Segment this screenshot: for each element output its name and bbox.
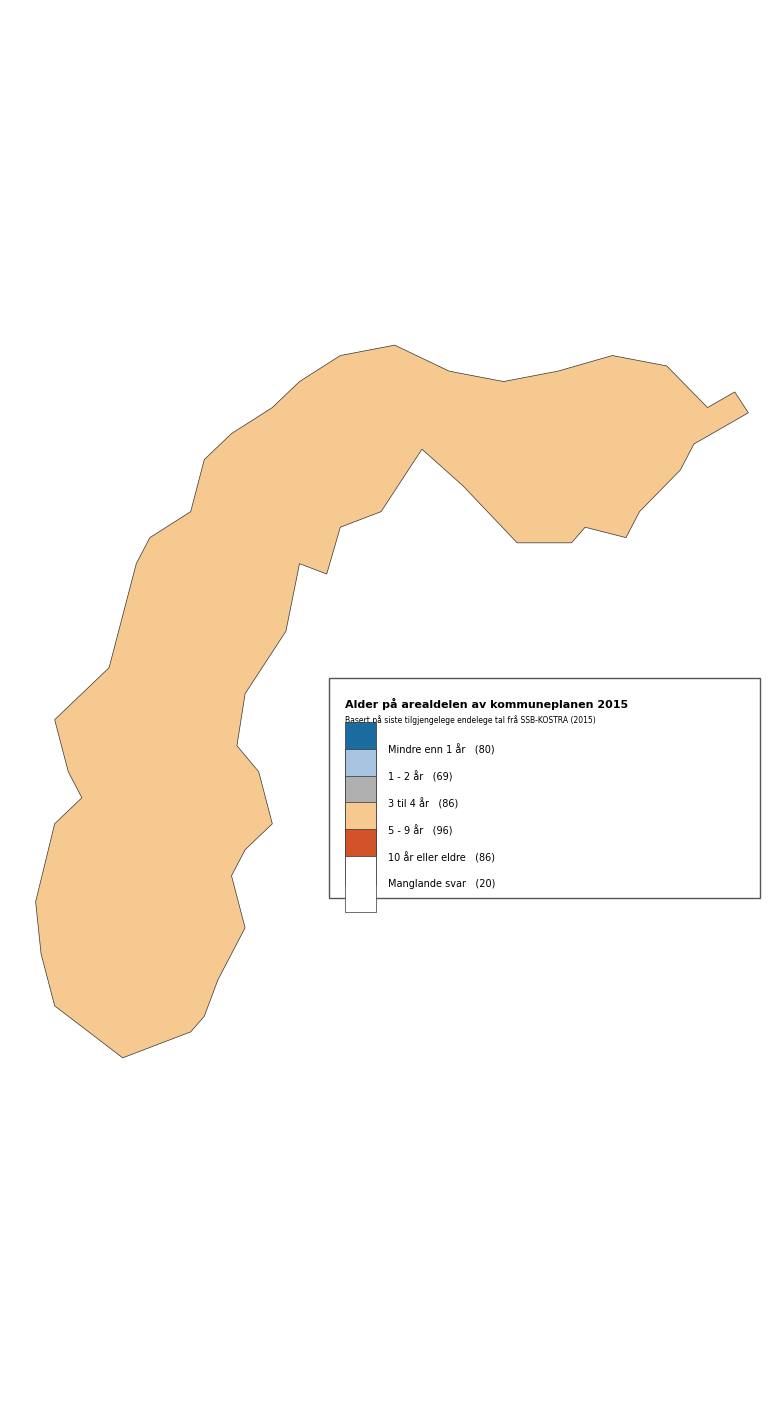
Bar [345, 803, 376, 859]
Bar [345, 829, 376, 885]
Bar [329, 678, 760, 898]
Text: 10 år eller eldre   (86): 10 år eller eldre (86) [388, 852, 495, 863]
Text: Basert på siste tilgjengelege endelege tal frå SSB-KOSTRA (2015): Basert på siste tilgjengelege endelege t… [345, 716, 596, 725]
Bar [345, 749, 376, 805]
Bar [345, 776, 376, 832]
Text: 1 - 2 år   (69): 1 - 2 år (69) [388, 772, 452, 783]
Text: Alder på arealdelen av kommuneplanen 2015: Alder på arealdelen av kommuneplanen 201… [345, 697, 628, 710]
Text: 3 til 4 år   (86): 3 til 4 år (86) [388, 798, 459, 810]
Text: Manglande svar   (20): Manglande svar (20) [388, 880, 495, 890]
Bar [345, 723, 376, 779]
Bar [345, 856, 376, 912]
Text: Mindre enn 1 år   (80): Mindre enn 1 år (80) [388, 745, 495, 756]
Polygon shape [35, 345, 749, 1058]
Text: 5 - 9 år   (96): 5 - 9 år (96) [388, 825, 452, 836]
